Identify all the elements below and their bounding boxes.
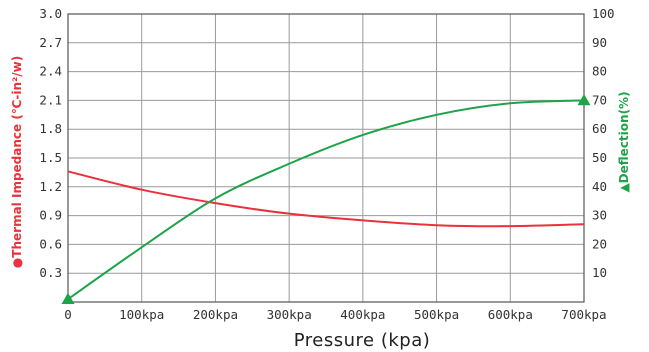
x-tick-label: 100kpa [119,307,164,322]
left-tick-label: 0.3 [39,265,62,280]
x-tick-label: 0 [64,307,72,322]
left-tick-label: 2.1 [39,92,62,107]
left-axis-label: ●Thermal Impedance (℃-in²/w) [10,56,24,268]
thermal-impedance-line [67,170,585,228]
right-tick-label: 100 [592,6,615,21]
right-tick-label: 40 [592,179,607,194]
left-tick-label: 3.0 [39,6,62,21]
left-tick-label: 1.8 [39,121,62,136]
right-axis-marker: ▲ [617,183,631,193]
left-tick-label: 0.6 [39,236,62,251]
right-axis-label-text: Deflection(%) [617,91,631,183]
deflection-marker-end [577,93,591,106]
grid [67,13,585,303]
deflection-line [67,99,585,300]
x-tick-label: 700kpa [561,307,606,322]
right-tick-label: 90 [592,35,607,50]
right-tick-label: 50 [592,150,607,165]
left-axis-marker: ● [10,258,24,268]
right-tick-label: 80 [592,64,607,79]
right-tick-label: 60 [592,121,607,136]
right-tick-label: 20 [592,236,607,251]
plot-frame [67,13,585,303]
right-tick-label: 10 [592,265,607,280]
series-layer [61,93,591,304]
left-tick-label: 1.2 [39,179,62,194]
x-tick-label: 300kpa [267,307,312,322]
right-axis-label: ▲Deflection(%) [617,91,631,192]
deflection-marker-start [61,292,75,304]
x-tick-label: 500kpa [414,307,459,322]
tick-labels: 0 100kpa 200kpa 300kpa 400kpa 500kpa 600kpa 700… [39,6,614,322]
x-axis-label: Pressure (kpa) [294,330,431,351]
x-tick-label: 400kpa [340,307,385,322]
left-axis-label-text: Thermal Impedance (℃-in²/w) [10,56,24,258]
x-tick-label: 200kpa [193,307,238,322]
x-tick-label: 600kpa [488,307,533,322]
left-tick-label: 0.9 [39,208,62,223]
right-tick-label: 30 [592,208,607,223]
left-tick-label: 2.7 [39,35,62,50]
right-tick-label: 70 [592,92,607,107]
left-tick-label: 2.4 [39,64,62,79]
left-tick-label: 1.5 [39,150,62,165]
